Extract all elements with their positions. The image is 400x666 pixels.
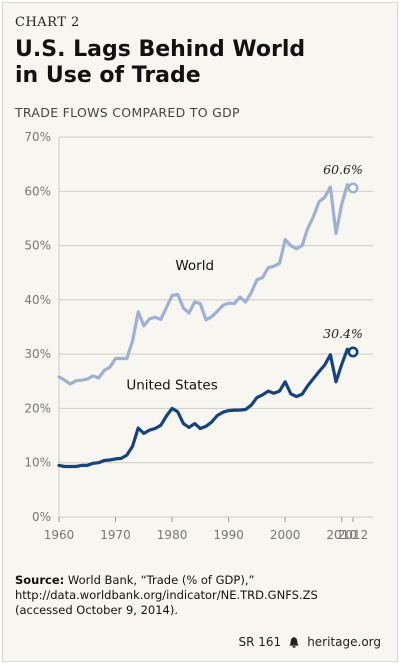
x-tick-label: 2000 [270,528,301,542]
y-axis-ticks: 0% 10% 20% 30% 40% 50% 60% 70% [24,130,51,524]
series-labels: 60.6% World 30.4% United States [126,162,362,393]
chart-subtitle: TRADE FLOWS COMPARED TO GDP [15,105,240,120]
source-text: World Bank, “Trade (% of GDP),” [67,573,255,587]
x-tick-label: 1980 [157,528,188,542]
series-line-united-states [57,347,355,469]
series-end-value: 60.6% [323,162,363,177]
series-end-point [347,346,359,358]
y-tick-label: 0% [32,510,51,524]
source-url: http://data.worldbank.org/indicator/NE.T… [15,588,318,602]
y-tick-label: 70% [24,130,51,144]
footer: SR 161 heritage.org [239,635,382,649]
title-line-1: U.S. Lags Behind World [15,37,306,62]
x-tick-label: 2012 [338,528,369,542]
source-accessed: (accessed October 9, 2014). [15,603,178,617]
y-tick-label: 40% [24,293,51,307]
grid [58,136,373,518]
y-tick-label: 50% [24,239,51,253]
series-line-world [57,183,355,386]
report-id: SR 161 [238,635,282,649]
source-note: Source: World Bank, “Trade (% of GDP),” … [15,573,385,618]
y-tick-label: 60% [24,184,51,198]
x-tick-label: 1960 [44,528,75,542]
y-tick-label: 30% [24,347,51,361]
series-name-label: United States [126,377,217,393]
chart-number: CHART 2 [15,15,80,30]
series-end-value: 30.4% [323,326,363,341]
series-name-label: World [175,258,214,274]
x-tick-label: 1970 [100,528,131,542]
y-tick-label: 10% [24,456,51,470]
source-label: Source: [15,573,65,587]
title-line-2: in Use of Trade [15,63,201,88]
series-lines [57,182,359,469]
x-tick-label: 1990 [213,528,244,542]
y-tick-label: 20% [24,401,51,415]
chart-title: U.S. Lags Behind World in Use of Trade [15,37,375,89]
site-name: heritage.org [307,635,381,649]
x-tick-label: 2010 [326,528,357,542]
series-end-point [347,182,359,194]
line-chart: 0% 10% 20% 30% 40% 50% 60% 70% 1960 1970 1980 1990… [24,130,373,542]
liberty-bell-icon [289,636,299,648]
